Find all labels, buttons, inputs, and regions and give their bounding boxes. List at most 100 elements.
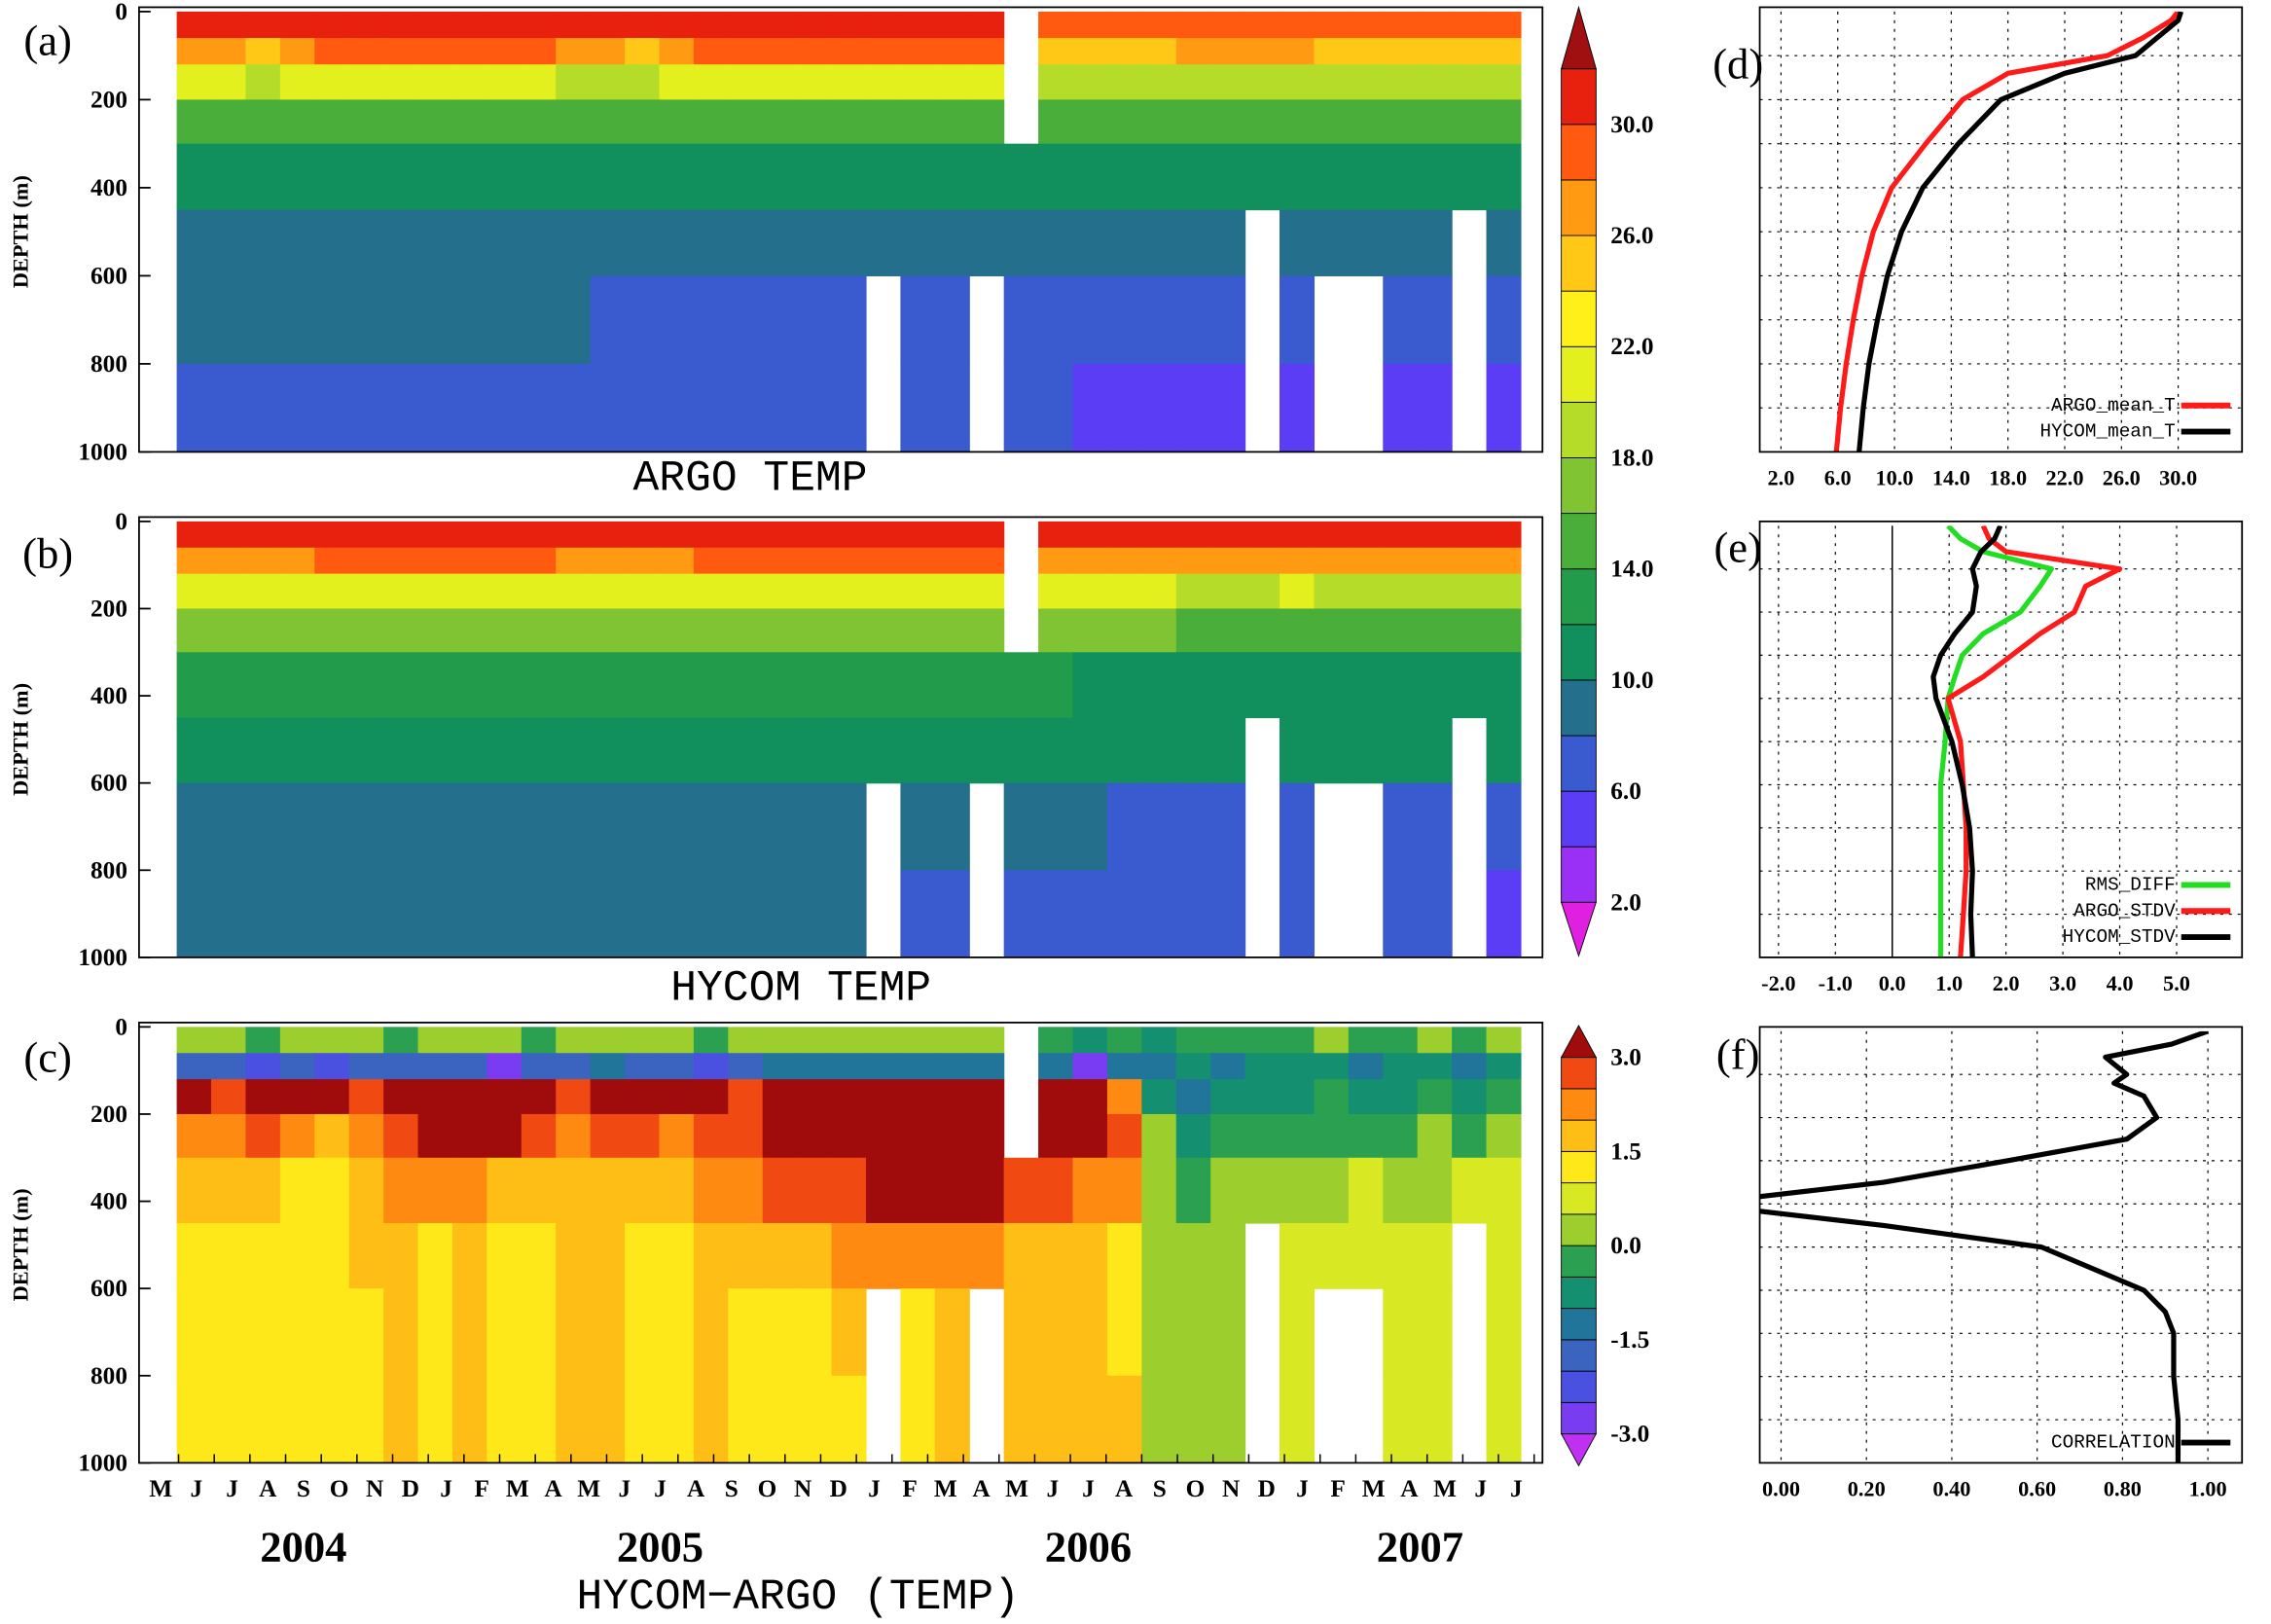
- heatmap-cell: [1486, 1053, 1522, 1080]
- x-tick-label: D: [402, 1475, 419, 1502]
- heatmap-cell: [797, 547, 833, 575]
- heatmap-cell: [865, 99, 901, 145]
- heatmap-cell: [1175, 1288, 1211, 1377]
- heatmap-cell: [1210, 547, 1246, 575]
- heatmap-cell: [1417, 1053, 1453, 1080]
- heatmap-cell: [693, 521, 729, 549]
- heatmap-cell: [1383, 1288, 1419, 1377]
- heatmap-cell: [762, 1375, 798, 1463]
- heatmap-cell: [279, 547, 315, 575]
- colorbar-tick-label: 18.0: [1610, 444, 1653, 471]
- heatmap-cell: [1280, 573, 1316, 610]
- heatmap-cell: [211, 717, 247, 784]
- colorbar-band: [1561, 679, 1597, 737]
- heatmap-cell: [762, 573, 798, 610]
- heatmap-cell: [1175, 143, 1211, 211]
- heatmap-cell: [693, 99, 729, 145]
- colorbar-band: [1561, 1119, 1597, 1152]
- heatmap-cell: [762, 717, 798, 784]
- heatmap-cell: [1003, 652, 1039, 719]
- heatmap-cell: [487, 1027, 523, 1054]
- heatmap-cell: [211, 209, 247, 277]
- y-tick-label: 1000: [78, 944, 127, 971]
- heatmap-cell: [1452, 573, 1488, 610]
- heatmap-cell: [934, 870, 970, 958]
- heatmap-cell: [1383, 1053, 1419, 1080]
- plot-frame: [1758, 6, 2244, 453]
- x-tick-label: F: [902, 1475, 917, 1502]
- heatmap-cell: [625, 1222, 661, 1289]
- heatmap-cell: [1106, 1157, 1142, 1224]
- heatmap-cell: [728, 209, 764, 277]
- heatmap-cell: [762, 64, 798, 101]
- heatmap-cell: [1141, 652, 1177, 719]
- heatmap-cell: [1106, 521, 1142, 549]
- x-tick-label: M: [1362, 1475, 1386, 1502]
- heatmap-cell: [865, 573, 901, 610]
- series-line: [1945, 525, 2123, 957]
- x-tick-label: J: [226, 1475, 238, 1502]
- heatmap-cell: [487, 1288, 523, 1377]
- heatmap-cell: [383, 547, 419, 575]
- heatmap-cell: [211, 143, 247, 211]
- heatmap-cell: [590, 547, 626, 575]
- x-tick-label: J: [440, 1475, 452, 1502]
- heatmap-cell: [659, 1157, 695, 1224]
- heatmap-cell: [1486, 11, 1522, 39]
- heatmap-cell: [1280, 99, 1316, 145]
- heatmap-cell: [865, 1079, 901, 1115]
- heatmap-cell: [417, 1079, 453, 1115]
- heatmap-cell: [797, 64, 833, 101]
- heatmap-cell: [900, 209, 936, 277]
- heatmap-cell: [1244, 143, 1280, 211]
- heatmap-cell: [1175, 209, 1211, 277]
- heatmap-cell: [245, 1157, 281, 1224]
- x-tick-label: 1.0: [1935, 971, 1963, 995]
- heatmap-cell: [521, 521, 557, 549]
- heatmap-cell: [348, 11, 384, 39]
- heatmap-cell: [590, 717, 626, 784]
- heatmap-cell: [348, 1113, 384, 1159]
- x-tick-label: A: [687, 1475, 705, 1502]
- x-tick-label: O: [330, 1475, 349, 1502]
- heatmap-cell: [831, 99, 867, 145]
- heatmap-cell: [451, 1375, 487, 1463]
- heatmap-cell: [451, 275, 487, 365]
- heatmap-cell: [797, 1053, 833, 1080]
- heatmap-cell: [1417, 1157, 1453, 1224]
- heatmap-cell: [279, 1053, 315, 1080]
- heatmap-cell: [625, 521, 661, 549]
- heatmap-cell: [1280, 870, 1316, 958]
- heatmap-cell: [865, 521, 901, 549]
- heatmap-cell: [383, 1288, 419, 1377]
- heatmap-cell: [693, 608, 729, 653]
- heatmap-cell: [762, 363, 798, 453]
- heatmap-cell: [831, 64, 867, 101]
- heatmap-cell: [279, 1079, 315, 1115]
- heatmap-cell: [625, 11, 661, 39]
- heatmap-cell: [487, 608, 523, 653]
- x-tick-label: 6.0: [1824, 466, 1852, 490]
- colorbar-tick-label: 2.0: [1610, 888, 1641, 916]
- heatmap-cell: [797, 143, 833, 211]
- heatmap-cell: [1383, 363, 1419, 453]
- colorbar-tick-label: -3.0: [1610, 1421, 1649, 1448]
- heatmap-cell: [762, 275, 798, 365]
- legend-label: HYCOM_mean_T: [2039, 421, 2175, 443]
- heatmap-cell: [797, 99, 833, 145]
- heatmap-cell: [556, 64, 592, 101]
- heatmap-cell: [176, 1113, 212, 1159]
- heatmap-cell: [693, 275, 729, 365]
- heatmap-cell: [1003, 1222, 1039, 1289]
- heatmap-cell: [693, 38, 729, 65]
- heatmap-cell: [1417, 1027, 1453, 1054]
- heatmap-cell: [831, 1053, 867, 1080]
- colorbar-tick-label: 6.0: [1610, 777, 1641, 805]
- heatmap-cell: [1417, 573, 1453, 610]
- heatmap-cell: [383, 1027, 419, 1054]
- heatmap-cell: [1244, 1079, 1280, 1115]
- x-tick-label: 2.0: [1767, 466, 1794, 490]
- heatmap-cell: [659, 1375, 695, 1463]
- heatmap-cell: [521, 1222, 557, 1289]
- heatmap-cell: [1383, 1157, 1419, 1224]
